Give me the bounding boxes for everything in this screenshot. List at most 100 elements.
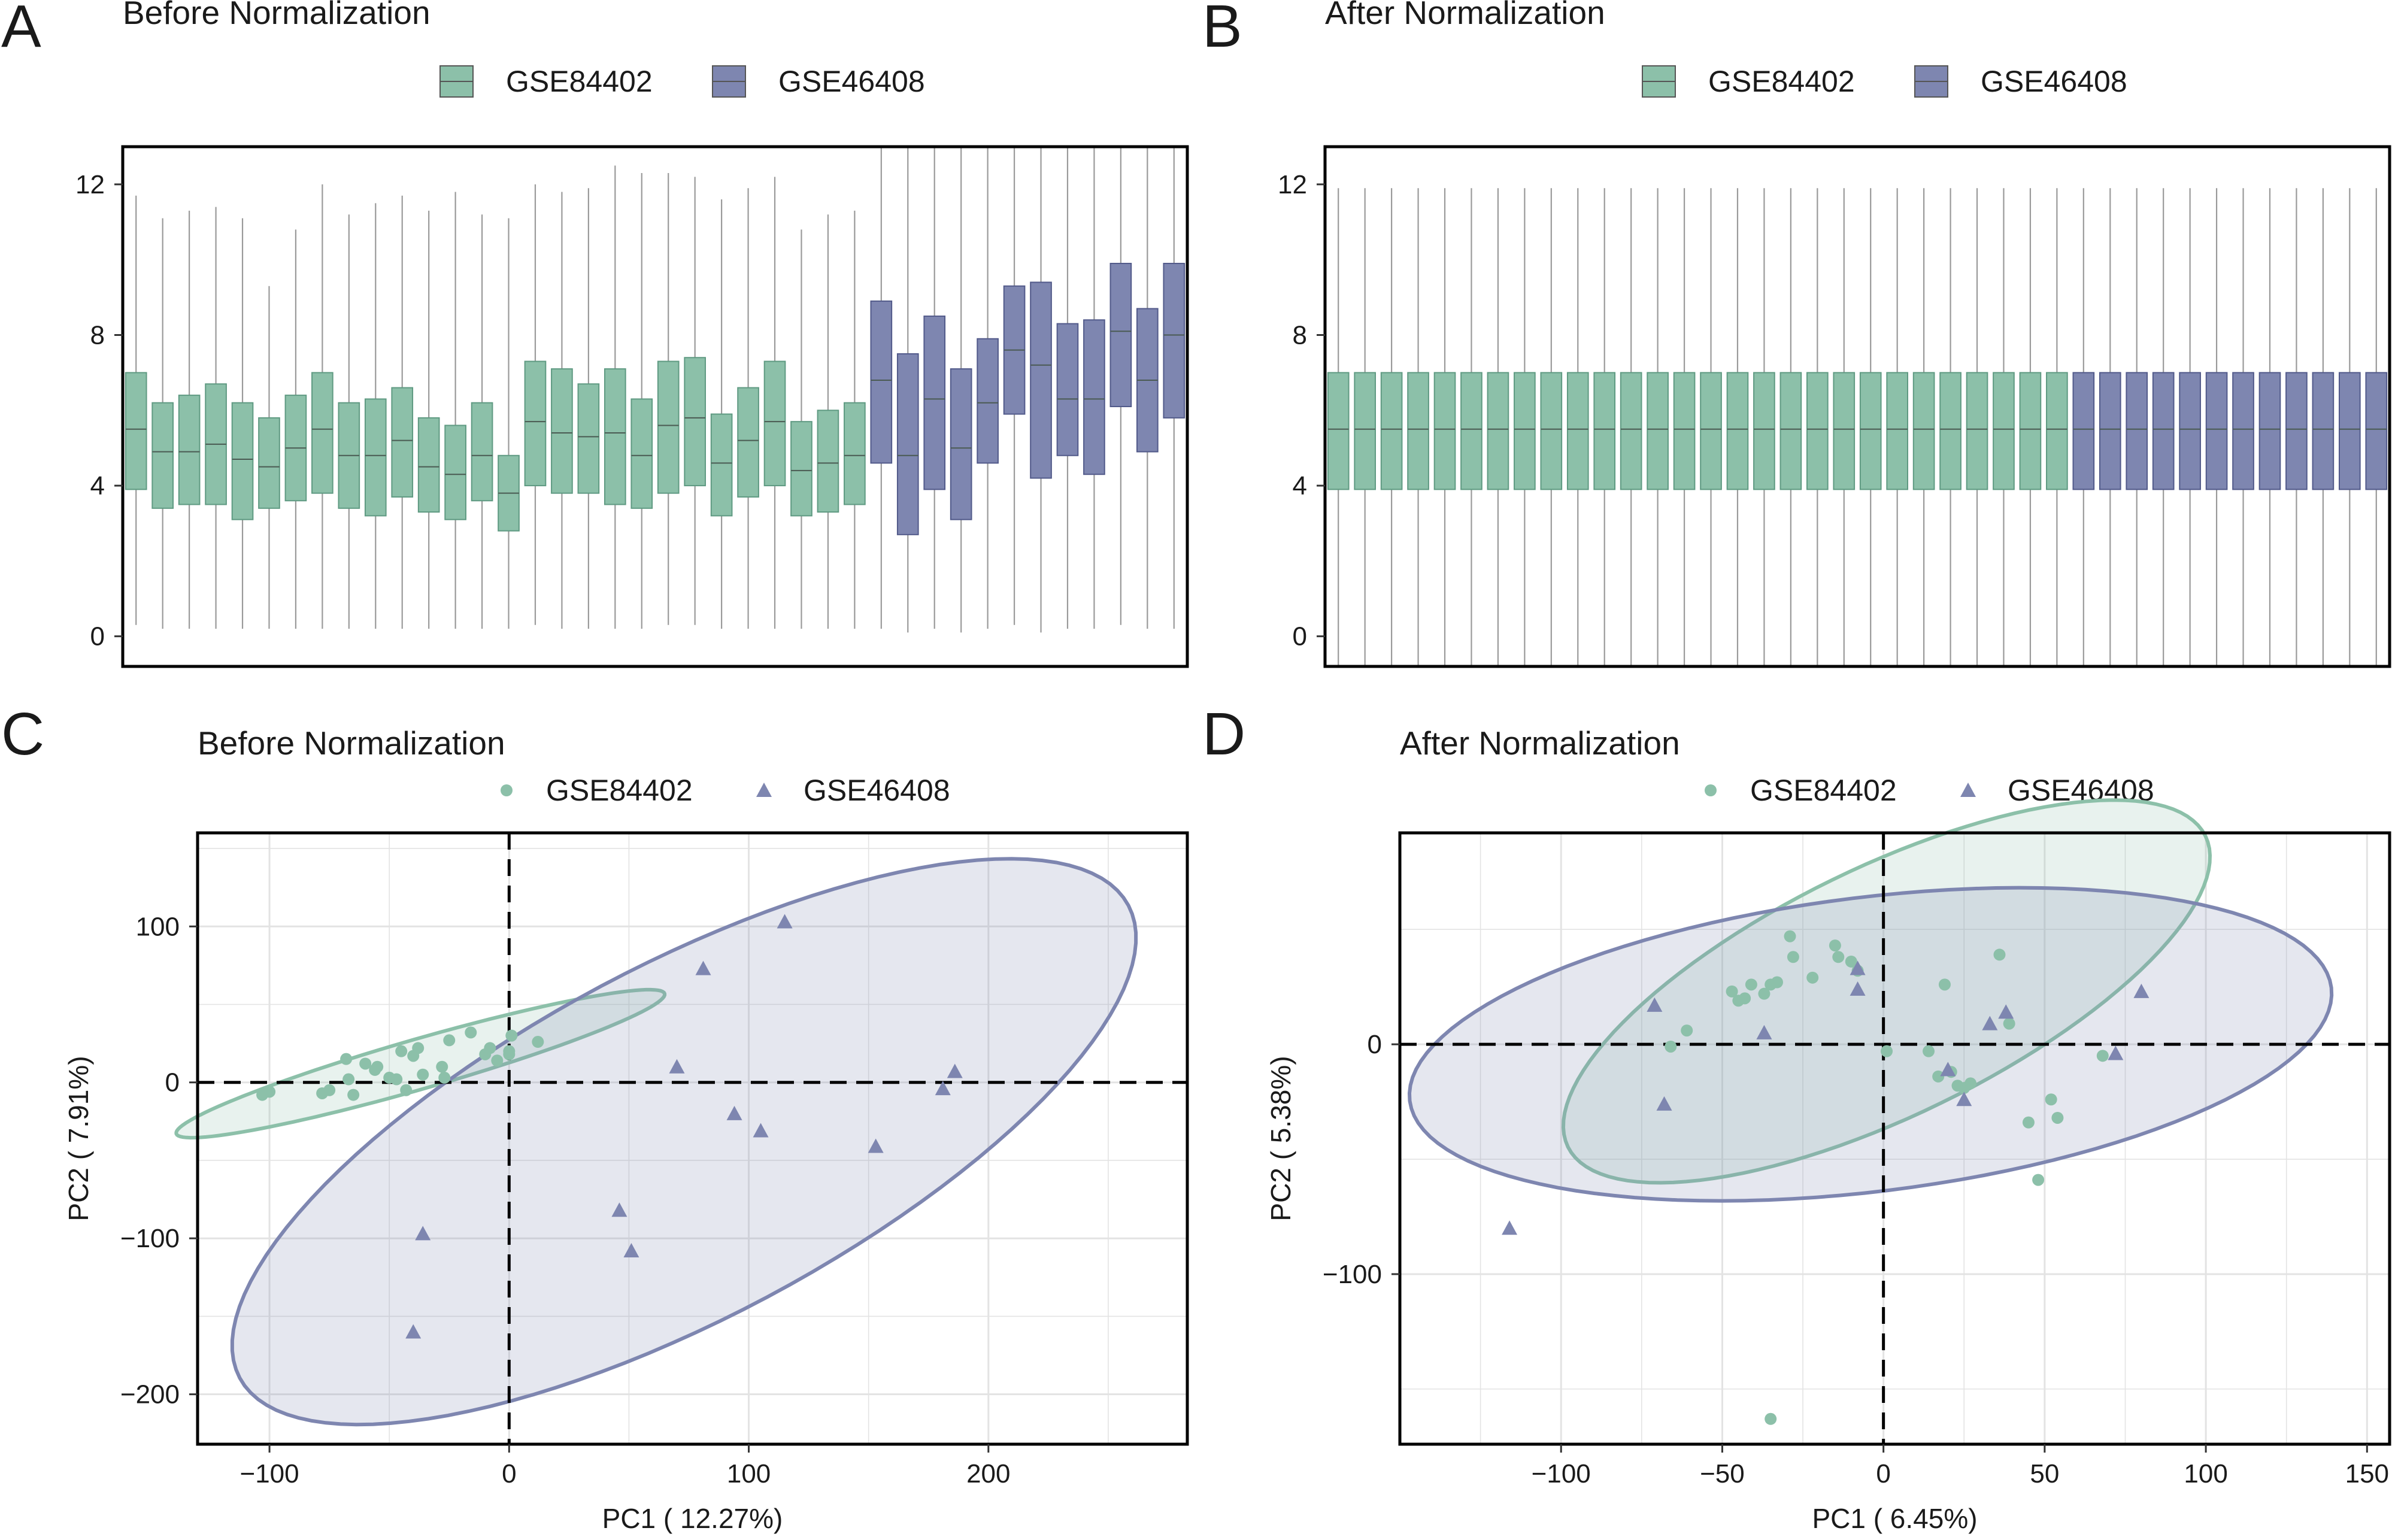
box-body bbox=[1109, 262, 1132, 407]
box-gse84402 bbox=[1993, 188, 2015, 666]
box-body bbox=[657, 360, 680, 494]
box-gse46408 bbox=[1056, 147, 1079, 629]
box-gse84402 bbox=[1487, 188, 1509, 666]
box-body bbox=[2046, 372, 2068, 490]
box-body bbox=[2072, 372, 2095, 490]
x-axis-title: PC1 ( 6.45%) bbox=[1812, 1503, 1977, 1534]
box-gse46408 bbox=[1030, 147, 1052, 633]
box-gse84402 bbox=[1939, 188, 1961, 666]
box-body bbox=[577, 383, 600, 494]
box-gse46408 bbox=[2285, 188, 2308, 666]
box-gse46408 bbox=[2258, 188, 2281, 666]
point-gse84402 bbox=[1829, 939, 1841, 952]
point-gse84402 bbox=[1938, 978, 1951, 991]
box-body bbox=[364, 398, 387, 517]
box-gse46408 bbox=[2179, 188, 2201, 666]
box-gse46408 bbox=[2152, 188, 2175, 666]
box-body bbox=[1779, 372, 1802, 490]
box-gse84402 bbox=[258, 286, 280, 629]
box-body bbox=[1886, 372, 1909, 490]
y-axis-title: PC2 ( 5.38%) bbox=[1265, 1056, 1296, 1221]
y-tick-label: 12 bbox=[75, 170, 105, 199]
y-axis-title: PC2 ( 7.91%) bbox=[63, 1056, 94, 1221]
x-tick-label: 150 bbox=[2345, 1459, 2389, 1489]
point-gse84402 bbox=[465, 1026, 477, 1039]
box-gse84402 bbox=[1833, 188, 1856, 666]
point-gse84402 bbox=[1726, 985, 1738, 998]
point-gse84402 bbox=[491, 1054, 504, 1067]
box-gse84402 bbox=[1327, 188, 1350, 666]
plot-frame-c bbox=[196, 831, 1189, 1446]
box-gse84402 bbox=[1380, 188, 1403, 666]
box-gse46408 bbox=[2232, 188, 2254, 666]
point-gse46408 bbox=[1956, 1092, 1972, 1107]
point-gse84402 bbox=[1681, 1024, 1693, 1037]
point-gse46408 bbox=[695, 960, 711, 975]
x-tick-label: 50 bbox=[2030, 1459, 2059, 1489]
y-tick-label: −100 bbox=[120, 1224, 180, 1253]
point-gse84402 bbox=[2022, 1116, 2035, 1129]
box-gse84402 bbox=[1433, 188, 1456, 666]
box-gse46408 bbox=[2126, 188, 2148, 666]
box-gse46408 bbox=[2205, 188, 2228, 666]
point-gse46408 bbox=[2133, 983, 2150, 998]
box-body bbox=[524, 360, 547, 487]
point-gse84402 bbox=[340, 1053, 353, 1065]
box-gse46408 bbox=[923, 147, 946, 629]
legend-key-gse84402 bbox=[501, 784, 513, 796]
box-body bbox=[630, 398, 653, 509]
plot-frame-b bbox=[1323, 145, 2391, 668]
box-body bbox=[1647, 372, 1669, 490]
point-gse84402 bbox=[1993, 948, 2006, 961]
box-gse84402 bbox=[630, 173, 653, 629]
point-gse84402 bbox=[1765, 1412, 1777, 1425]
y-tick-label: 100 bbox=[136, 912, 180, 941]
box-gse46408 bbox=[2099, 188, 2121, 666]
box-body bbox=[1380, 372, 1403, 490]
box-body bbox=[1726, 372, 1749, 490]
box-body bbox=[1859, 372, 1882, 490]
point-gse46408 bbox=[1982, 1015, 1998, 1030]
point-gse84402 bbox=[2045, 1093, 2057, 1106]
box-gse84402 bbox=[1354, 188, 1377, 666]
box-gse84402 bbox=[524, 184, 547, 625]
box-gse46408 bbox=[2338, 188, 2361, 666]
legend-a: GSE84402 GSE46408 bbox=[439, 65, 925, 98]
box-gse84402 bbox=[498, 218, 520, 629]
plot-area-c bbox=[174, 833, 1187, 1444]
box-body bbox=[1433, 372, 1456, 490]
box-body bbox=[950, 368, 972, 520]
ellipse-gse46408 bbox=[230, 857, 1138, 1427]
y-tick-label: −200 bbox=[120, 1380, 180, 1409]
legend-label-gse46408: GSE46408 bbox=[804, 774, 950, 807]
y-tick-label: 4 bbox=[90, 471, 105, 501]
box-gse84402 bbox=[1886, 188, 1909, 666]
box-gse46408 bbox=[1083, 147, 1105, 629]
point-gse84402 bbox=[1964, 1077, 1977, 1090]
box-gse84402 bbox=[125, 195, 147, 625]
legend-b: GSE84402 GSE46408 bbox=[1642, 65, 2127, 98]
x-tick-label: 200 bbox=[966, 1459, 1010, 1489]
box-body bbox=[2099, 372, 2121, 490]
box-body bbox=[125, 372, 147, 490]
panel-letter-b: B bbox=[1202, 0, 1242, 60]
point-gse46408 bbox=[1850, 960, 1866, 975]
point-gse84402 bbox=[2051, 1111, 2064, 1124]
y-tick-label: 0 bbox=[1293, 622, 1307, 651]
point-gse84402 bbox=[532, 1036, 544, 1048]
point-gse84402 bbox=[2032, 1174, 2045, 1186]
box-body bbox=[870, 300, 893, 464]
point-gse84402 bbox=[395, 1045, 408, 1057]
point-gse84402 bbox=[1832, 951, 1845, 963]
box-gse84402 bbox=[1779, 188, 1802, 666]
legend-c: GSE84402 GSE46408 bbox=[501, 774, 950, 807]
box-body bbox=[1514, 372, 1536, 490]
box-gse84402 bbox=[577, 188, 600, 629]
box-gse46408 bbox=[1136, 147, 1159, 629]
point-gse84402 bbox=[390, 1073, 403, 1086]
x-tick-label: 0 bbox=[502, 1459, 516, 1489]
point-gse84402 bbox=[347, 1089, 360, 1101]
box-gse84402 bbox=[444, 192, 466, 629]
box-body bbox=[1354, 372, 1377, 490]
point-gse84402 bbox=[1770, 976, 1783, 989]
